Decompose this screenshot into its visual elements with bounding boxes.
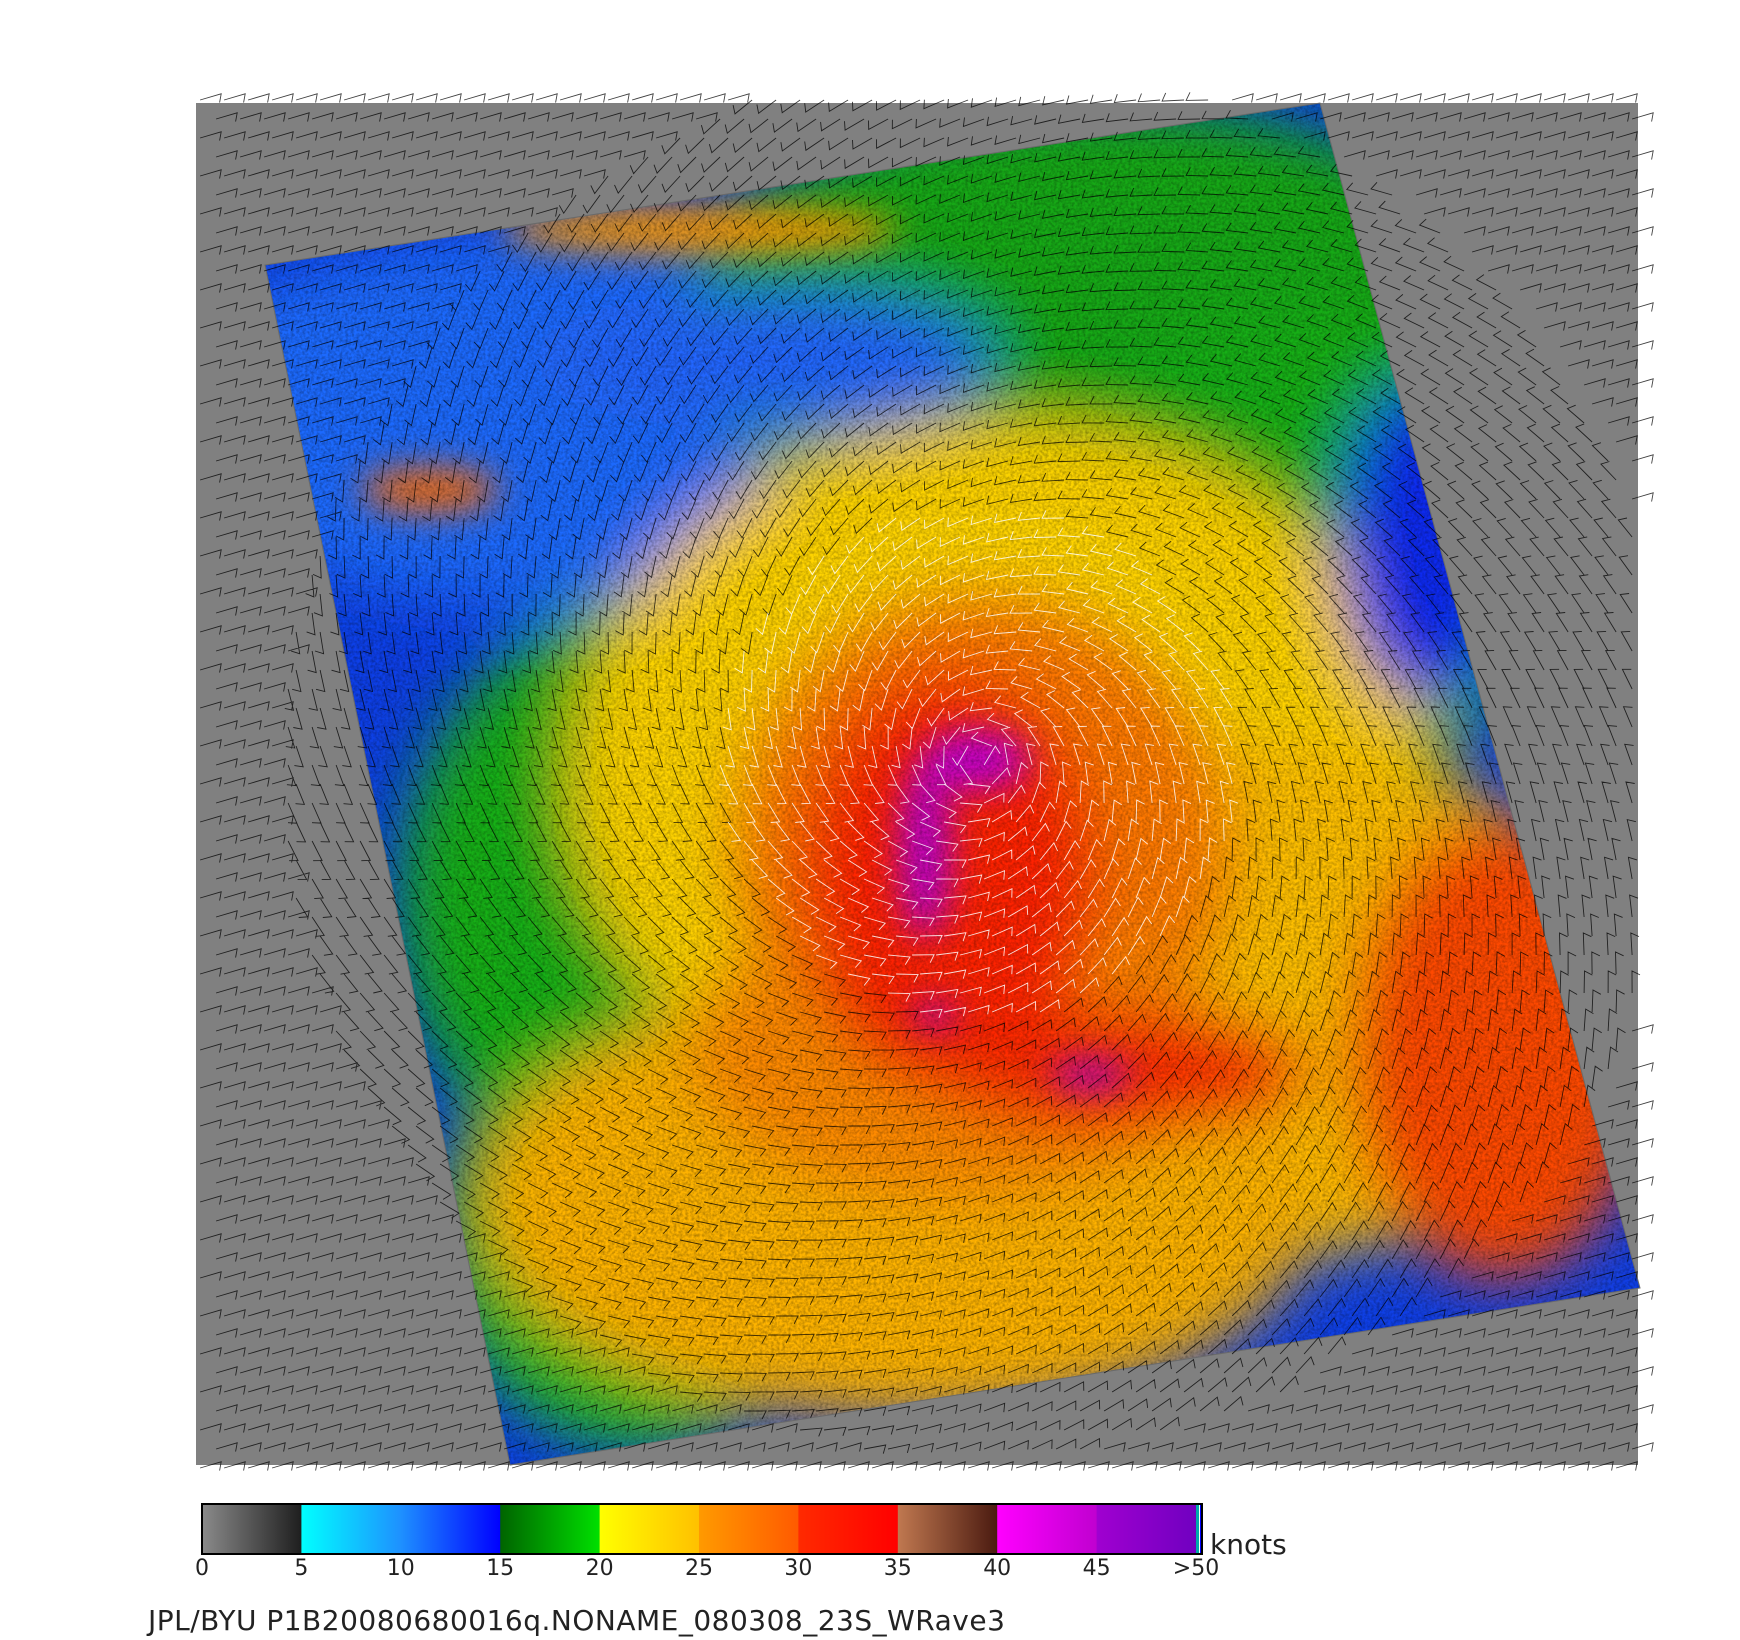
- wind-barbs: [199, 92, 1654, 1471]
- product-caption: JPL/BYU P1B20080680016q.NONAME_080308_23…: [148, 1604, 1006, 1637]
- colorbar-segment: [798, 1504, 899, 1554]
- colorbar: [201, 1503, 1203, 1555]
- colorbar-tick-label: 10: [386, 1556, 415, 1581]
- colorbar-tick-label: >50: [1172, 1556, 1220, 1581]
- colorbar-tick-label: 25: [685, 1556, 713, 1581]
- wind-barbs-light: [719, 510, 1239, 1019]
- colorbar-segment: [500, 1504, 601, 1554]
- colorbar-segment: [301, 1504, 402, 1554]
- colorbar-tick-label: 30: [784, 1556, 813, 1581]
- colorbar-tick-label: 45: [1082, 1556, 1111, 1581]
- colorbar-tick-label: 40: [983, 1556, 1012, 1581]
- colorbar-segment: [699, 1504, 799, 1554]
- colorbar-tick-label: 35: [883, 1556, 912, 1581]
- colorbar-segment: [202, 1504, 302, 1554]
- colorbar-segment: [400, 1504, 501, 1554]
- colorbar-border: [201, 1503, 1203, 1555]
- colorbar-segment: [599, 1504, 700, 1554]
- colorbar-tail-marker: [1196, 1504, 1199, 1554]
- colorbar-segment: [1096, 1504, 1197, 1554]
- colorbar-tick-label: 5: [294, 1556, 309, 1581]
- colorbar-segment: [997, 1504, 1098, 1554]
- wind-barbs-dark: [199, 92, 1654, 1471]
- colorbar-unit-label: knots: [1210, 1528, 1287, 1561]
- colorbar-tick-label: 0: [195, 1556, 209, 1581]
- colorbar-segment: [897, 1504, 998, 1554]
- colorbar-tick-label: 20: [585, 1556, 614, 1581]
- colorbar-tick-label: 15: [486, 1556, 515, 1581]
